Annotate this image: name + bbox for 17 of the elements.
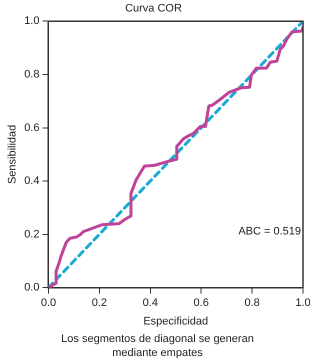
x-tick-label: 0.6 (194, 297, 209, 310)
chart-title: Curva COR (125, 2, 182, 15)
x-tick-label: 1.0 (295, 297, 311, 310)
y-tick-label: 0.0 (24, 282, 40, 294)
y-tick-label: 0.2 (24, 228, 40, 240)
x-tick-label: 0.8 (244, 297, 260, 310)
y-tick-label: 0.4 (24, 175, 40, 188)
y-axis-title: Sensibilidad (6, 124, 19, 184)
y-tick-label: 1.0 (24, 15, 40, 28)
x-tick-label: 0.0 (40, 297, 56, 310)
annotation: ABC = 0.519 (238, 226, 301, 238)
y-tick-label: 0.6 (24, 122, 40, 134)
x-axis-title: Especificidad (143, 315, 208, 328)
y-tick-label: 0.8 (24, 68, 40, 81)
x-tick-label: 0.2 (92, 297, 108, 310)
x-tick-label: 0.4 (142, 297, 158, 310)
text: Los segmentos de diagonal se generan mediante empates (60, 332, 255, 360)
